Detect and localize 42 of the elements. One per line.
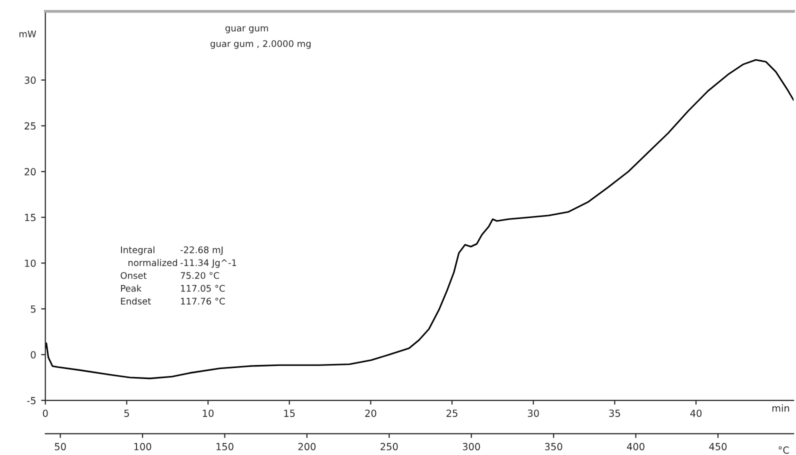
y-tick-label: -5: [27, 397, 36, 404]
x2-tick-label: 25: [446, 410, 458, 417]
x2-tick-label: 30: [528, 410, 539, 417]
x2-tick-label: 20: [365, 410, 376, 417]
x-tick-label: 400: [626, 442, 644, 450]
x-axis-title: °C: [778, 446, 789, 454]
annotation: 117.76 °C: [181, 298, 225, 305]
x2-tick-label: 35: [609, 410, 620, 417]
annotation: Onset: [120, 272, 147, 279]
y-tick-label: 30: [24, 76, 36, 84]
annotation: 75.20 °C: [180, 272, 220, 279]
x-tick-label: 50: [54, 442, 66, 450]
annotation: normalized: [128, 259, 178, 266]
annotation: -11.34 Jg^-1: [180, 259, 236, 268]
annotation: Peak: [121, 284, 142, 292]
x2-tick-label: 10: [202, 410, 214, 417]
x-tick-label: 200: [298, 442, 316, 450]
y-tick-label: 0: [30, 351, 36, 358]
annotation: 117.05 °C: [181, 284, 225, 292]
y-tick-label: 25: [24, 122, 36, 130]
line-series: [45, 59, 794, 380]
x2-tick-label: 5: [124, 410, 129, 417]
x-tick-label: 250: [380, 442, 398, 450]
y-tick-label: 15: [25, 214, 36, 222]
x2-tick-label: 15: [284, 410, 295, 417]
x2-tick-label: 40: [690, 410, 702, 417]
x2-axis-title: min: [772, 404, 790, 412]
x-tick-label: 450: [709, 442, 727, 450]
annotation: Integral: [121, 246, 154, 255]
x2-tick-label: 0: [42, 410, 48, 417]
y-tick-label: 10: [25, 260, 36, 267]
annotation: Endset: [121, 298, 151, 305]
x-tick-label: 350: [545, 442, 562, 450]
text: guar gum: [225, 26, 268, 34]
x-tick-label: 300: [462, 442, 480, 450]
annotation: -22.68 mJ: [180, 246, 223, 255]
x-tick-label: 150: [216, 442, 234, 450]
y-tick-label: 20: [24, 168, 36, 176]
y-tick-label: 5: [30, 305, 36, 313]
x-tick-label: 100: [134, 442, 152, 450]
y-axis-title: mW: [19, 30, 36, 38]
text: guar gum , 2.0000 mg: [210, 40, 311, 49]
